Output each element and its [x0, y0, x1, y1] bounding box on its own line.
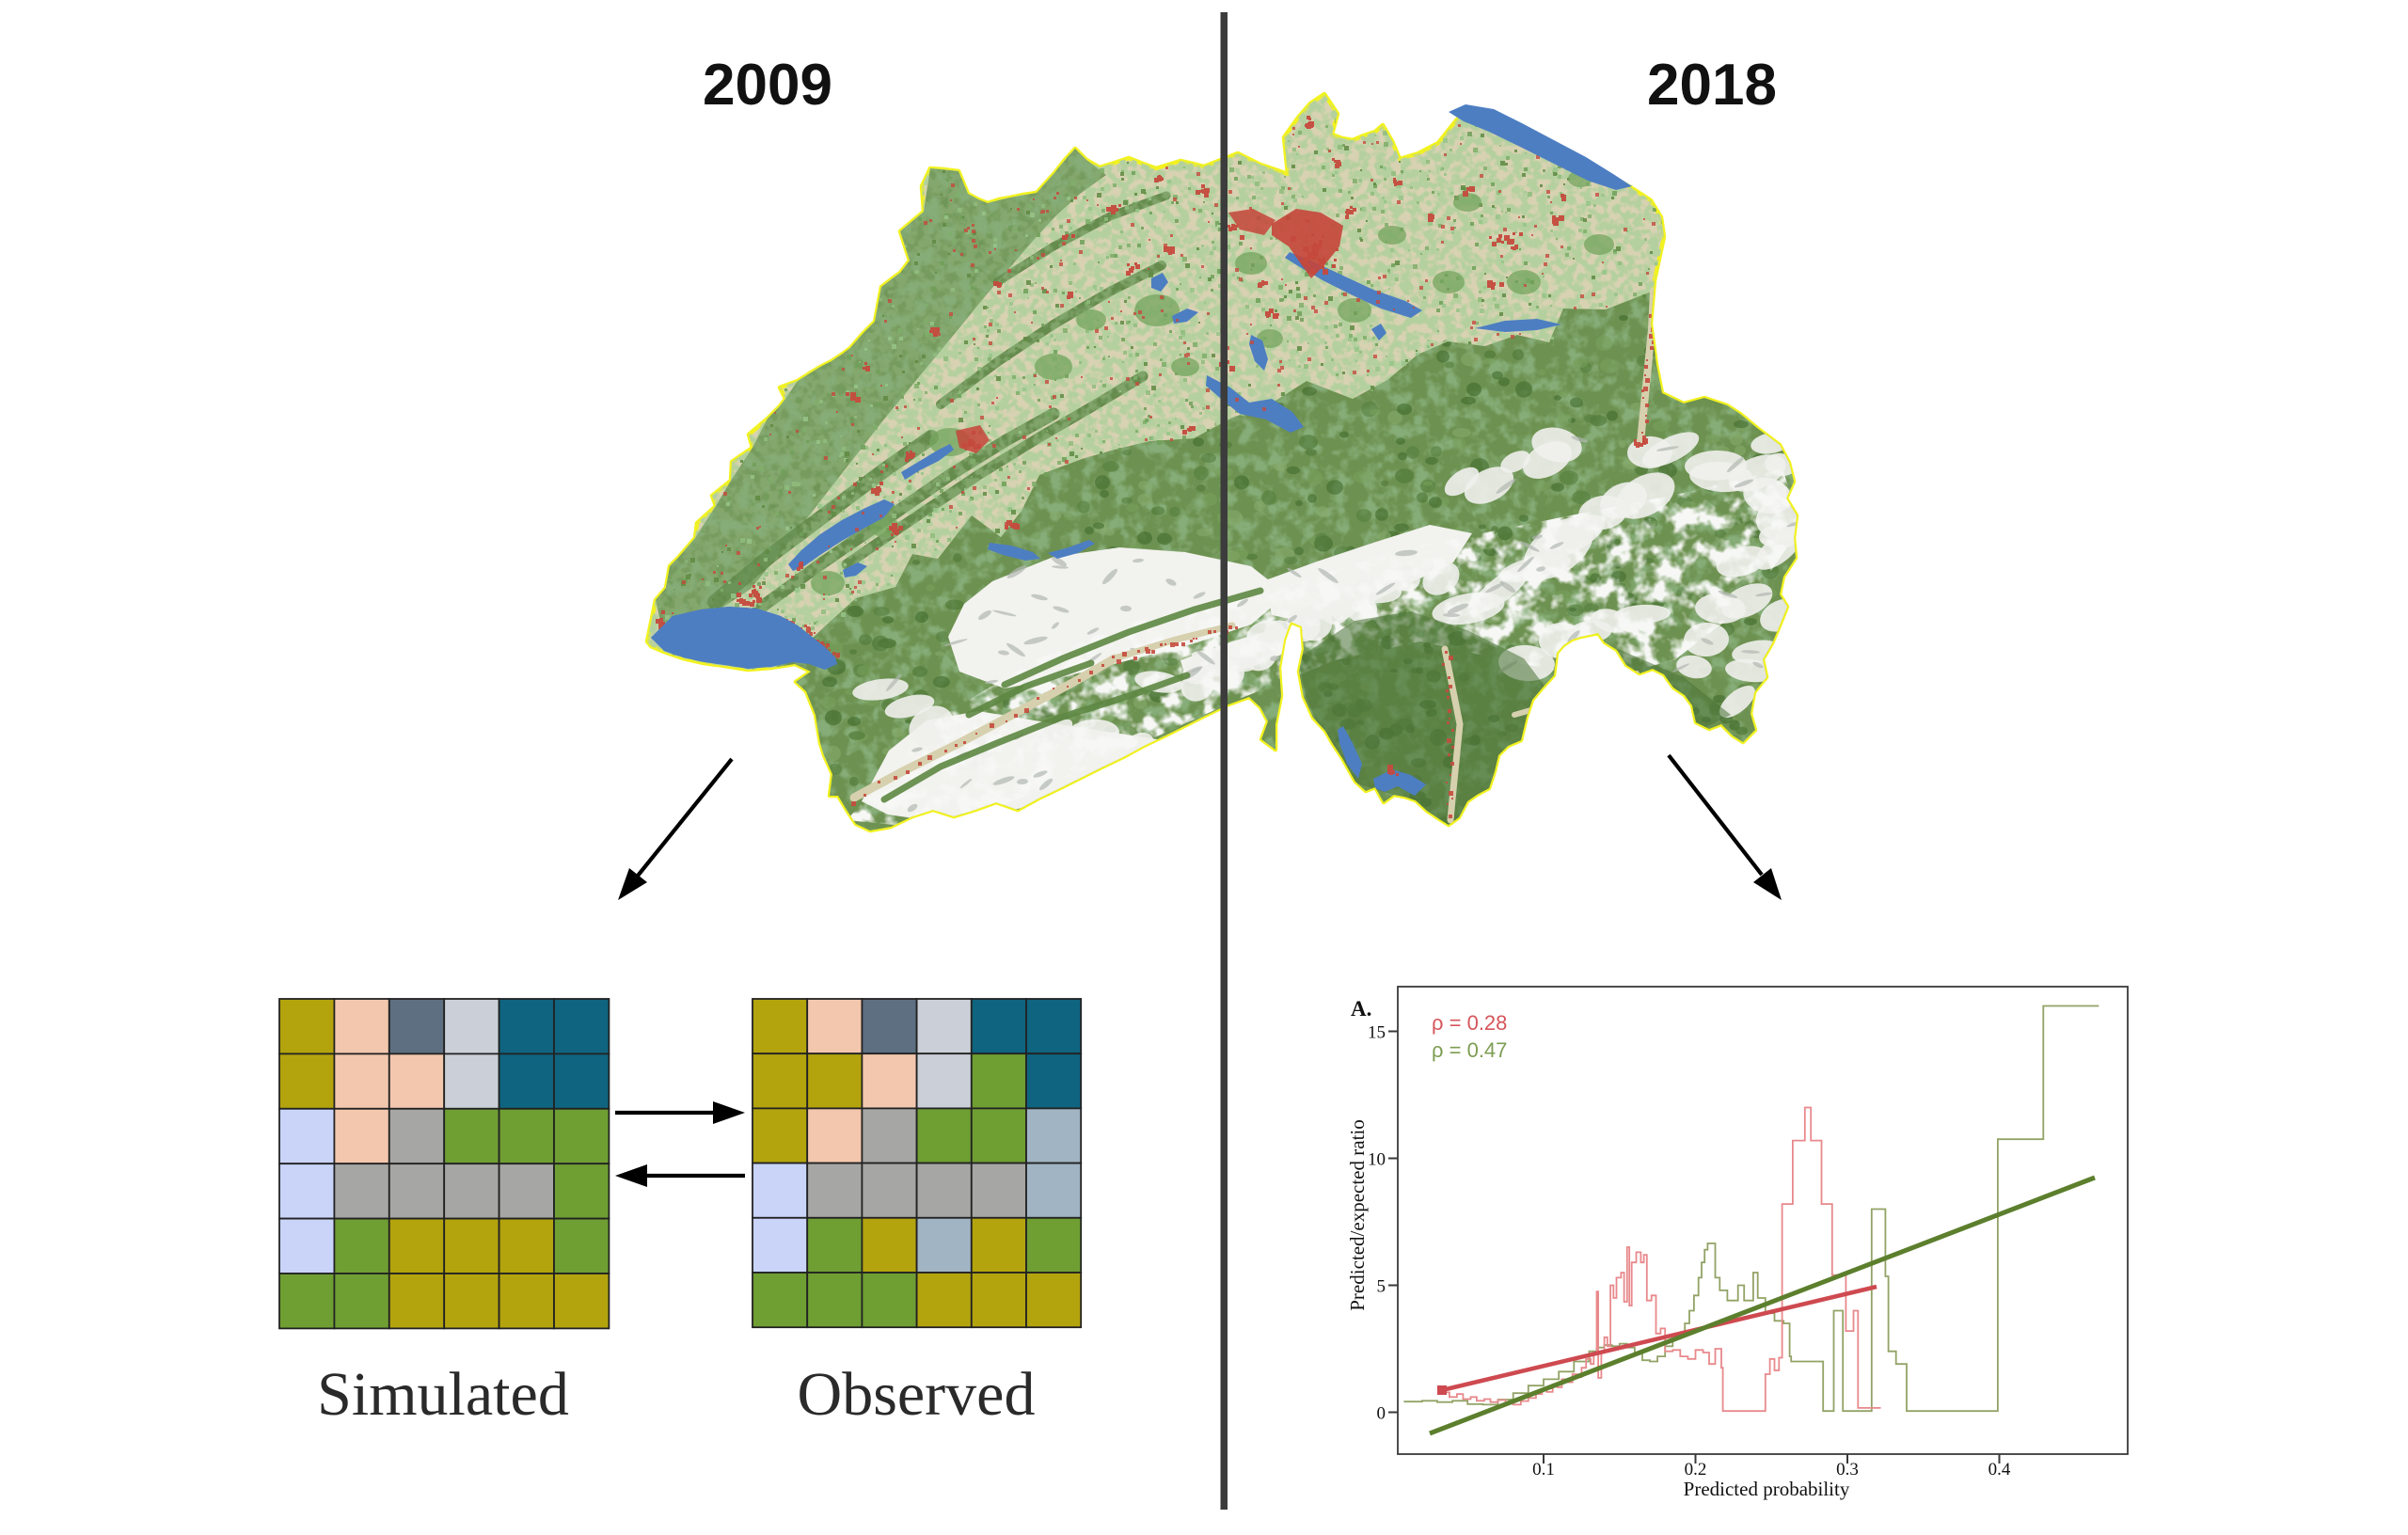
svg-text:Simulated: Simulated — [317, 1360, 569, 1429]
svg-text:0.3: 0.3 — [1836, 1460, 1859, 1480]
svg-text:Observed: Observed — [798, 1360, 1036, 1429]
svg-text:15: 15 — [1368, 1023, 1386, 1043]
svg-text:5: 5 — [1377, 1277, 1386, 1297]
svg-text:0.4: 0.4 — [1988, 1460, 2011, 1480]
svg-text:ρ = 0.47: ρ = 0.47 — [1432, 1038, 1507, 1062]
svg-text:0.2: 0.2 — [1685, 1460, 1707, 1480]
svg-text:2018: 2018 — [1647, 53, 1777, 118]
svg-text:A.: A. — [1351, 997, 1371, 1021]
svg-text:2009: 2009 — [703, 53, 832, 118]
svg-text:10: 10 — [1368, 1150, 1386, 1170]
svg-text:Predicted/expected ratio: Predicted/expected ratio — [1346, 1119, 1369, 1311]
svg-text:0.1: 0.1 — [1532, 1460, 1555, 1480]
svg-text:ρ = 0.28: ρ = 0.28 — [1432, 1011, 1507, 1035]
svg-text:Predicted probability: Predicted probability — [1684, 1478, 1850, 1500]
svg-text:0: 0 — [1377, 1404, 1386, 1424]
